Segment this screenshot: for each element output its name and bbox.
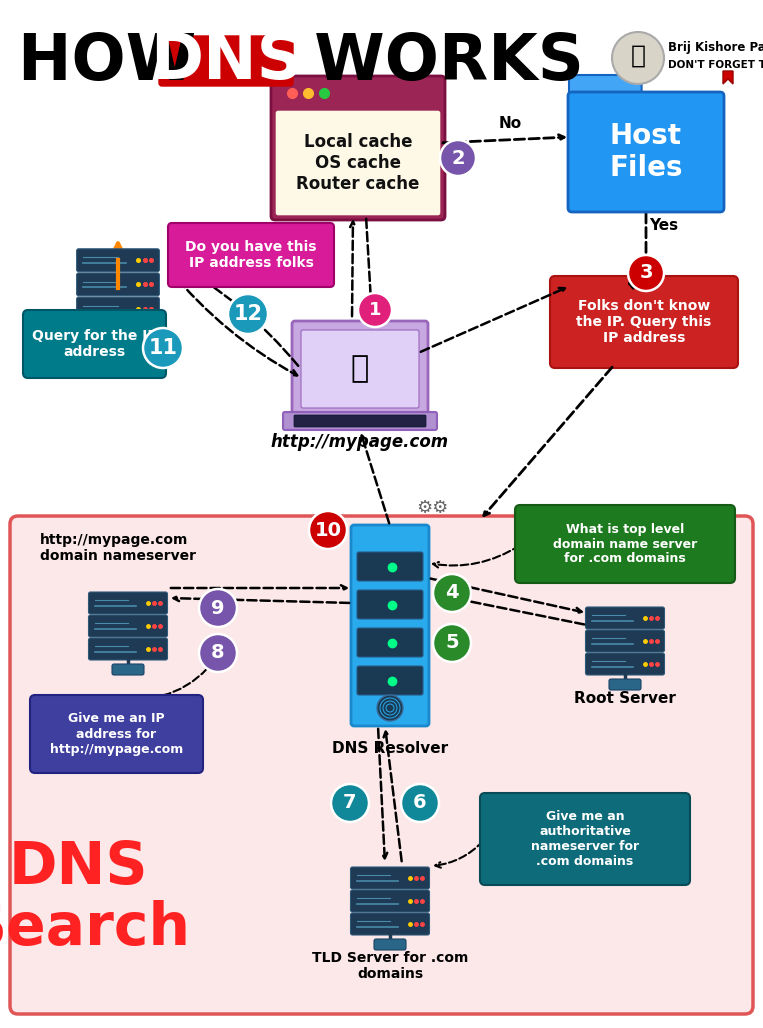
Text: TLD Server for .com
domains: TLD Server for .com domains [312,951,468,981]
Circle shape [628,255,664,291]
FancyBboxPatch shape [159,36,293,86]
Circle shape [377,695,403,721]
Text: ⚙⚙: ⚙⚙ [416,499,448,517]
FancyBboxPatch shape [569,75,642,101]
FancyBboxPatch shape [550,276,738,368]
FancyBboxPatch shape [515,505,735,583]
FancyBboxPatch shape [351,525,429,726]
FancyBboxPatch shape [357,590,423,619]
Circle shape [199,589,237,627]
FancyBboxPatch shape [89,638,168,660]
Text: Do you have this
IP address folks: Do you have this IP address folks [185,240,317,270]
Text: 11: 11 [149,338,178,358]
Text: Root Server: Root Server [574,691,676,706]
Text: 9: 9 [211,598,225,618]
Text: What is top level
domain name server
for .com domains: What is top level domain name server for… [553,522,697,565]
FancyBboxPatch shape [585,607,665,629]
FancyBboxPatch shape [76,273,159,296]
FancyBboxPatch shape [275,110,441,216]
Text: Give me an
authoritative
nameserver for
.com domains: Give me an authoritative nameserver for … [531,810,639,868]
FancyBboxPatch shape [374,939,406,950]
Circle shape [433,624,471,662]
FancyBboxPatch shape [357,666,423,695]
FancyBboxPatch shape [23,310,166,378]
Circle shape [331,784,369,822]
FancyBboxPatch shape [10,516,753,1014]
Text: Brij Kishore Pandey: Brij Kishore Pandey [668,41,763,54]
FancyBboxPatch shape [568,91,724,212]
Text: 1: 1 [369,301,382,319]
Circle shape [433,574,471,612]
Text: 7: 7 [343,794,357,812]
FancyBboxPatch shape [609,680,641,690]
Circle shape [440,140,476,176]
Circle shape [228,294,268,334]
Text: 4: 4 [445,584,459,602]
Text: WORKS: WORKS [292,31,584,93]
Text: 8: 8 [211,644,225,662]
FancyBboxPatch shape [350,913,430,935]
FancyBboxPatch shape [350,867,430,889]
FancyBboxPatch shape [357,552,423,581]
FancyBboxPatch shape [585,630,665,652]
Text: DON'T FORGET TO SAVE: DON'T FORGET TO SAVE [668,60,763,70]
Text: Host
Files: Host Files [609,121,683,182]
FancyBboxPatch shape [480,793,690,885]
FancyBboxPatch shape [168,223,334,287]
Text: 12: 12 [233,304,262,324]
FancyBboxPatch shape [101,325,135,336]
Circle shape [358,293,392,327]
Text: No: No [498,116,522,131]
FancyBboxPatch shape [301,330,419,408]
FancyBboxPatch shape [283,412,437,430]
Text: DNS Resolver: DNS Resolver [332,741,448,756]
Text: Yes: Yes [649,218,678,233]
FancyBboxPatch shape [76,249,159,271]
Circle shape [401,784,439,822]
Text: 2: 2 [451,148,465,168]
FancyBboxPatch shape [89,592,168,614]
Text: 👤: 👤 [630,44,645,68]
Text: Query for the IP
address: Query for the IP address [32,329,157,359]
Text: http://mypage.com
domain nameserver: http://mypage.com domain nameserver [40,533,196,563]
Text: 10: 10 [314,520,342,540]
FancyBboxPatch shape [357,628,423,657]
Text: ⌛: ⌛ [351,355,369,383]
Circle shape [143,328,183,368]
Polygon shape [723,71,733,84]
FancyBboxPatch shape [292,321,428,417]
Text: Folks don't know
the IP. Query this
IP address: Folks don't know the IP. Query this IP a… [576,299,712,345]
Text: DNS: DNS [150,30,302,91]
FancyBboxPatch shape [30,695,203,773]
FancyBboxPatch shape [271,76,445,220]
Text: 5: 5 [445,633,459,653]
Text: HOW: HOW [18,31,218,93]
FancyBboxPatch shape [350,890,430,912]
FancyBboxPatch shape [294,415,426,427]
FancyBboxPatch shape [112,664,144,675]
Text: Local cache
OS cache
Router cache: Local cache OS cache Router cache [296,134,420,193]
FancyBboxPatch shape [76,297,159,320]
Circle shape [199,634,237,672]
FancyBboxPatch shape [585,653,665,675]
Text: Give me an IP
address for
http://mypage.com: Give me an IP address for http://mypage.… [50,712,183,756]
Circle shape [612,32,664,84]
Text: 6: 6 [414,794,427,812]
Circle shape [309,511,347,549]
FancyBboxPatch shape [89,615,168,637]
Text: Real Server: Real Server [68,336,168,351]
Text: DNS
Search: DNS Search [0,839,191,957]
Text: 3: 3 [639,263,653,283]
Text: http://mypage.com: http://mypage.com [271,433,449,451]
